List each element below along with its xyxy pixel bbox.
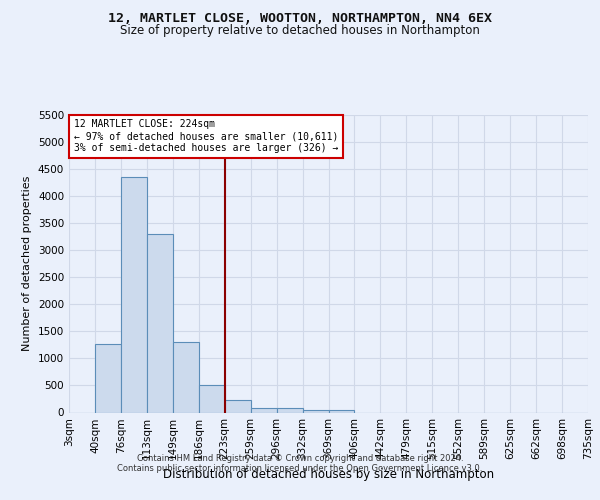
Bar — [199, 386, 224, 412]
Bar — [251, 408, 277, 412]
Text: 12 MARTLET CLOSE: 224sqm
← 97% of detached houses are smaller (10,611)
3% of sem: 12 MARTLET CLOSE: 224sqm ← 97% of detach… — [74, 120, 338, 152]
Y-axis label: Number of detached properties: Number of detached properties — [22, 176, 32, 352]
Bar — [277, 408, 302, 412]
Text: Contains HM Land Registry data © Crown copyright and database right 2024.: Contains HM Land Registry data © Crown c… — [137, 454, 463, 463]
Bar — [225, 400, 251, 412]
Bar — [302, 410, 329, 412]
Bar — [173, 342, 199, 412]
Text: 12, MARTLET CLOSE, WOOTTON, NORTHAMPTON, NN4 6EX: 12, MARTLET CLOSE, WOOTTON, NORTHAMPTON,… — [108, 12, 492, 26]
X-axis label: Distribution of detached houses by size in Northampton: Distribution of detached houses by size … — [163, 468, 494, 481]
Text: Size of property relative to detached houses in Northampton: Size of property relative to detached ho… — [120, 24, 480, 37]
Bar — [329, 410, 355, 412]
Bar — [147, 234, 173, 412]
Bar — [121, 177, 147, 412]
Text: Contains public sector information licensed under the Open Government Licence v3: Contains public sector information licen… — [118, 464, 482, 473]
Bar — [95, 344, 121, 412]
